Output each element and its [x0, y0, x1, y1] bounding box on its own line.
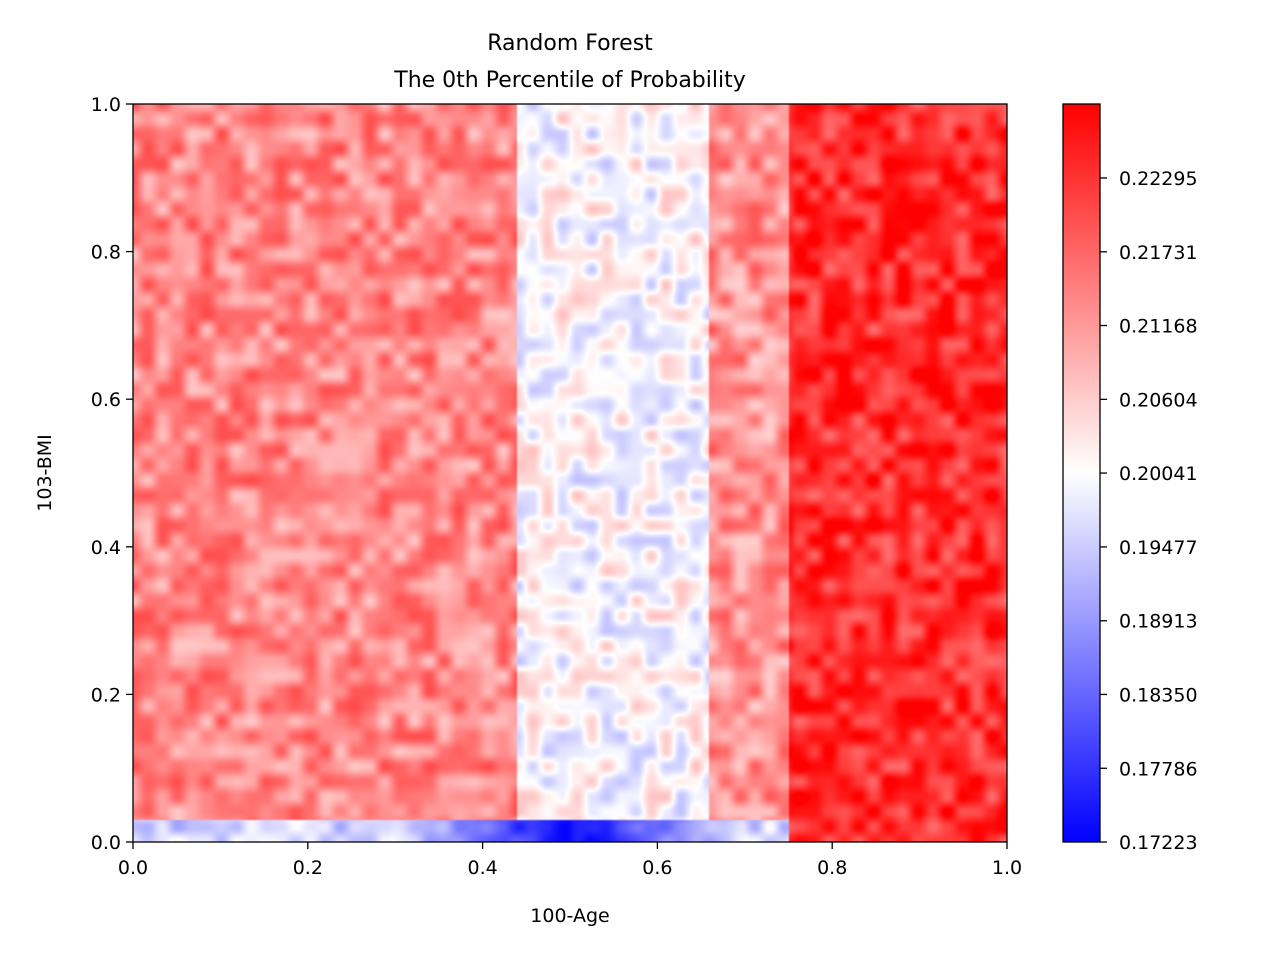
y-tick-label: 0.0: [91, 832, 121, 854]
colorbar-tick-label: 0.21168: [1119, 316, 1198, 338]
y-axis: 0.0 0.2 0.4 0.6 0.8 1.0: [91, 94, 133, 854]
x-tick-label: 0.4: [467, 857, 497, 879]
y-tick-label: 0.4: [91, 537, 121, 559]
colorbar-tick-label: 0.17786: [1119, 758, 1198, 780]
chart-subtitle: The 0th Percentile of Probability: [393, 68, 746, 93]
colorbar-tick-label: 0.20041: [1119, 463, 1198, 485]
y-tick-label: 0.8: [91, 242, 121, 264]
heatmap-image: [133, 104, 1007, 842]
x-tick-label: 1.0: [992, 857, 1022, 879]
y-axis-label: 103-BMI: [34, 434, 56, 511]
x-tick-label: 0.8: [817, 857, 847, 879]
x-tick-label: 0.0: [118, 857, 148, 879]
colorbar-tick-label: 0.18913: [1119, 611, 1198, 633]
colorbar: [1062, 103, 1101, 843]
x-tick-label: 0.2: [293, 857, 323, 879]
colorbar-tick-label: 0.19477: [1119, 537, 1198, 559]
x-axis: 0.0 0.2 0.4 0.6 0.8 1.0: [118, 842, 1022, 879]
chart-title: Random Forest: [487, 31, 653, 56]
colorbar-ticks: 0.17223 0.17786 0.18350 0.18913 0.19477 0.200…: [1100, 168, 1198, 854]
y-tick-label: 0.2: [91, 684, 121, 706]
y-tick-label: 0.6: [91, 389, 121, 411]
x-tick-label: 0.6: [642, 857, 672, 879]
y-tick-label: 1.0: [91, 94, 121, 116]
plot-frame: [132, 103, 1008, 843]
colorbar-tick-label: 0.22295: [1119, 168, 1198, 190]
colorbar-tick-label: 0.21731: [1119, 242, 1198, 264]
colorbar-tick-label: 0.18350: [1119, 684, 1198, 706]
colorbar-tick-label: 0.20604: [1119, 389, 1198, 411]
colorbar-tick-label: 0.17223: [1119, 832, 1198, 854]
x-axis-label: 100-Age: [530, 905, 609, 927]
